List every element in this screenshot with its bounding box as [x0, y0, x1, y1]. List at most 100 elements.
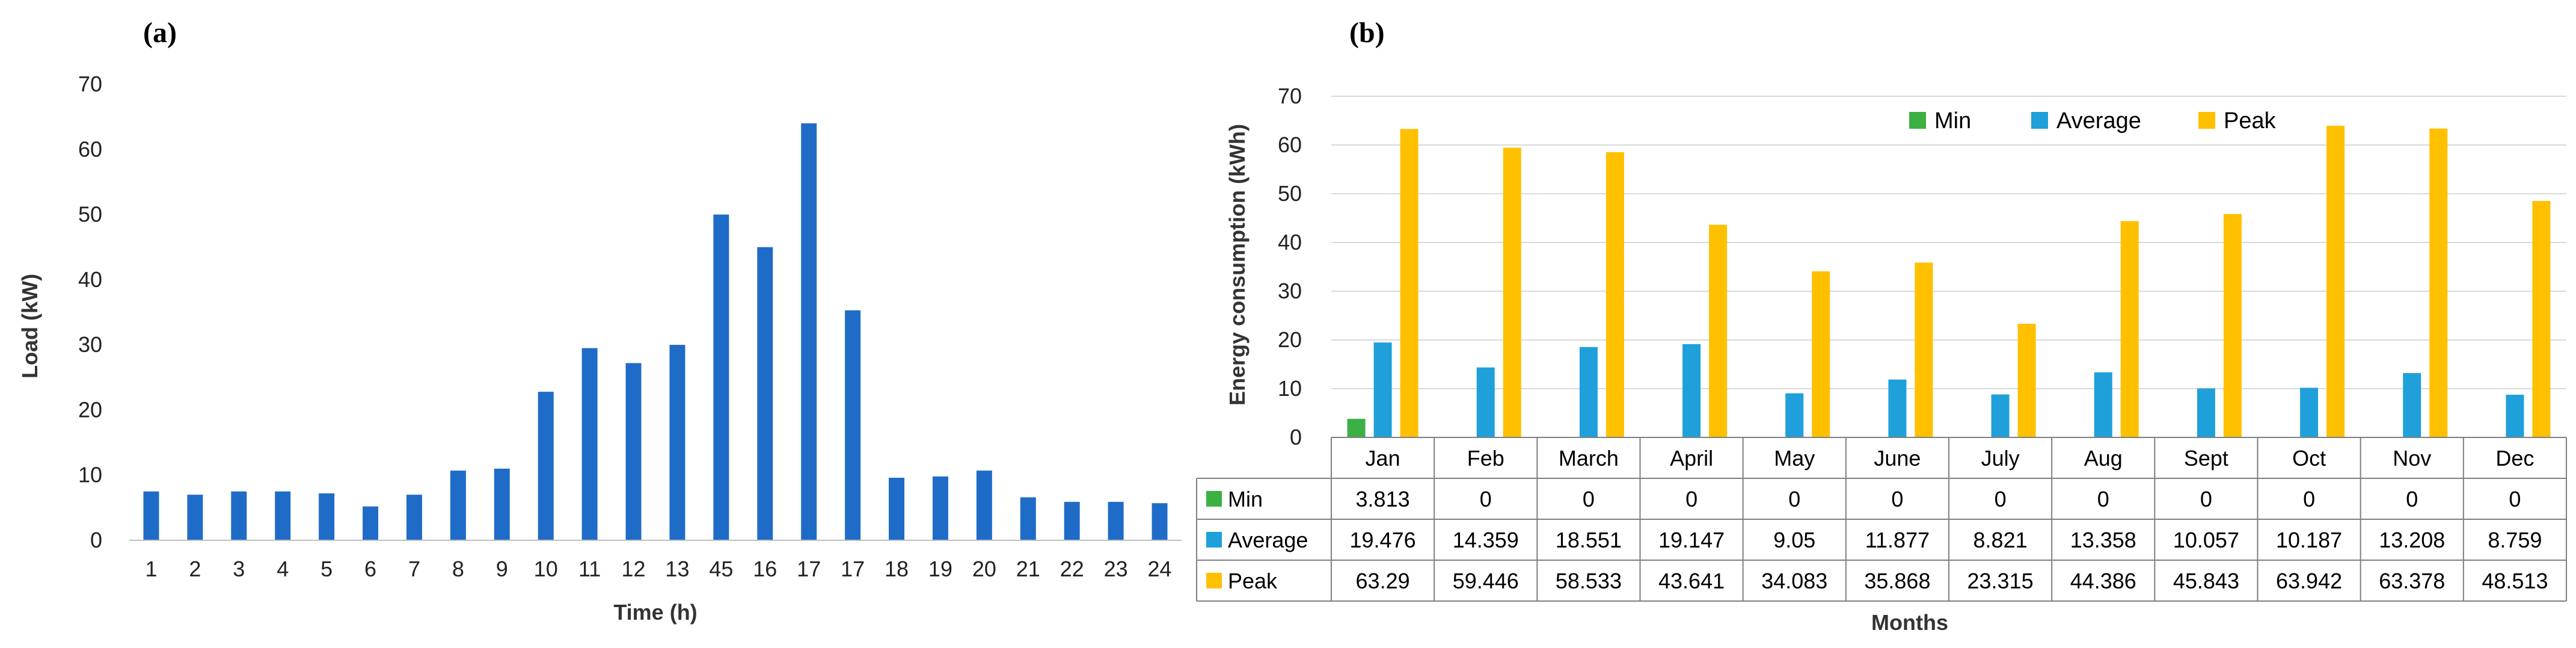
- b-bar-average: [1579, 347, 1598, 437]
- b-legend-label: Average: [2056, 108, 2141, 134]
- a-bar: [669, 345, 685, 540]
- a-x-tick-label: 1: [145, 557, 157, 581]
- a-bar: [538, 392, 554, 540]
- b-x-axis-label: Months: [1871, 610, 1948, 635]
- a-bar: [187, 495, 203, 540]
- b-table-cell: 35.868: [1864, 569, 1930, 593]
- b-legend-key: [2031, 112, 2048, 129]
- b-table-cell: 63.29: [1356, 569, 1410, 593]
- energy-chart: (b) 0 10 20 30 40 50 60 70 Jan Feb March April May J…: [1196, 17, 2567, 635]
- b-x-tick-label: March: [1559, 446, 1619, 471]
- a-y-tick-label: 60: [78, 137, 102, 161]
- a-x-tick-label: 17: [797, 557, 821, 581]
- b-y-tick-label: 10: [1278, 376, 1302, 401]
- b-bar-peak: [1503, 147, 1521, 437]
- a-x-tick-label: 3: [233, 557, 245, 581]
- b-bar-peak: [2017, 324, 2036, 437]
- b-legend-label: Peak: [2224, 108, 2277, 134]
- a-y-tick-label: 30: [78, 332, 102, 357]
- b-table-cell: 0: [2509, 487, 2521, 511]
- b-table-cell: 9.05: [1773, 528, 1815, 552]
- b-y-tick-label: 70: [1278, 84, 1302, 108]
- b-table-legend-key: [1206, 532, 1222, 548]
- a-x-tick-label: 4: [277, 557, 289, 581]
- b-x-tick-label: Feb: [1467, 446, 1504, 471]
- a-bar: [713, 214, 729, 541]
- b-table-cell: 0: [1685, 487, 1697, 511]
- b-legend-label: Min: [1934, 108, 1971, 134]
- b-table-cell: 0: [2200, 487, 2212, 511]
- b-bar-average: [2197, 388, 2215, 437]
- a-x-tick-label: 18: [885, 557, 909, 581]
- b-table-cell: 19.476: [1350, 528, 1416, 552]
- b-table-legend-key: [1206, 573, 1222, 588]
- b-table-cell: 0: [1480, 487, 1492, 511]
- a-x-tick-label: 13: [665, 557, 689, 581]
- b-x-tick-label: Aug: [2084, 446, 2123, 471]
- a-x-tick-label: 19: [928, 557, 952, 581]
- b-x-tick-label: Sept: [2184, 446, 2228, 471]
- b-table-row-label: Peak: [1228, 569, 1278, 593]
- a-bar: [581, 348, 598, 540]
- a-bar: [406, 495, 422, 540]
- b-bar-peak: [1915, 262, 1933, 437]
- b-table-cell: 14.359: [1453, 528, 1519, 552]
- a-x-tick-label: 21: [1016, 557, 1040, 581]
- b-bar-average: [2506, 395, 2524, 437]
- a-bar: [976, 471, 992, 540]
- b-table-cell: 8.759: [2488, 528, 2542, 552]
- b-table-cell: 63.378: [2379, 569, 2445, 593]
- a-bar: [1152, 503, 1168, 540]
- b-table-cell: 58.533: [1556, 569, 1622, 593]
- b-bar-peak: [1400, 129, 1418, 437]
- b-table-cell: 34.083: [1761, 569, 1827, 593]
- b-legend-key: [2198, 112, 2215, 129]
- a-y-tick-label: 20: [78, 397, 102, 422]
- a-x-tick-label: 16: [753, 557, 777, 581]
- a-x-tick-label: 2: [189, 557, 201, 581]
- b-bar-peak: [2429, 128, 2448, 438]
- b-table-cell: 0: [1583, 487, 1595, 511]
- a-x-tick-label: 20: [972, 557, 996, 581]
- a-bar: [889, 478, 905, 540]
- a-x-tick-label: 17: [841, 557, 865, 581]
- b-bar-min: [1347, 419, 1366, 437]
- b-x-tick-label: Nov: [2393, 446, 2431, 471]
- a-x-tick-label: 5: [320, 557, 333, 581]
- b-bar-average: [2403, 373, 2421, 437]
- b-bar-peak: [2120, 221, 2139, 437]
- a-bar: [231, 491, 247, 540]
- b-table-cell: 0: [1891, 487, 1903, 511]
- b-x-tick-label: June: [1874, 446, 1921, 471]
- a-bar: [1108, 502, 1124, 540]
- b-table-cell: 19.147: [1658, 528, 1725, 552]
- a-bar: [1064, 502, 1080, 540]
- a-x-tick-label: 22: [1060, 557, 1084, 581]
- panel-a-label: (a): [143, 17, 177, 49]
- b-bar-peak: [1812, 271, 1830, 437]
- b-table-cell: 18.551: [1556, 528, 1622, 552]
- a-y-tick-label: 0: [90, 528, 102, 552]
- b-bar-peak: [2223, 214, 2242, 437]
- b-table-cell: 0: [2303, 487, 2315, 511]
- b-table-cell: 0: [2406, 487, 2418, 511]
- b-x-tick-label: Jan: [1366, 446, 1400, 471]
- b-table-cell: 43.641: [1658, 569, 1725, 593]
- b-table-cell: 10.187: [2276, 528, 2342, 552]
- a-bar: [757, 247, 773, 540]
- a-bar: [143, 491, 159, 540]
- b-table-cell: 59.446: [1453, 569, 1519, 593]
- b-table-cell: 0: [1995, 487, 2007, 511]
- a-bar: [801, 123, 817, 540]
- a-bar: [494, 468, 510, 540]
- b-x-tick-label: Dec: [2495, 446, 2534, 471]
- a-x-axis-label: Time (h): [613, 600, 697, 625]
- b-x-tick-label: Oct: [2292, 446, 2326, 471]
- b-table-cell: 0: [1788, 487, 1800, 511]
- b-bar-average: [1682, 344, 1701, 437]
- b-y-axis-label: Energy consumption (kWh): [1225, 124, 1250, 406]
- b-bar-average: [2300, 387, 2319, 437]
- a-x-tick-label: 45: [709, 557, 733, 581]
